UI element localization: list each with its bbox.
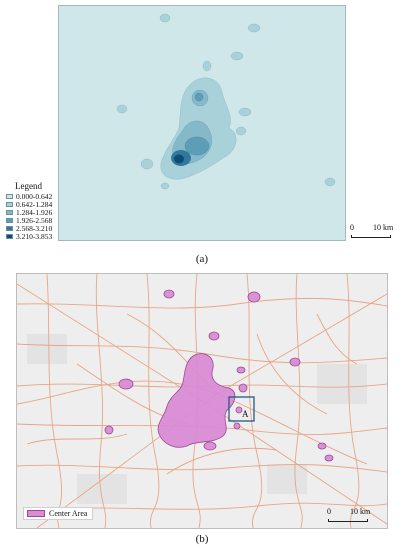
- scale-start-label: 0: [350, 223, 354, 232]
- legend-swatch: [6, 193, 13, 199]
- density-zone: [160, 182, 170, 190]
- legend-swatch: [6, 201, 13, 207]
- center-area: [163, 289, 175, 299]
- density-zone: [324, 177, 336, 187]
- legend-item: 1.926-2.568: [6, 215, 53, 225]
- center-area: [235, 406, 243, 414]
- center-area: [118, 378, 134, 390]
- figure-caption-a: (a): [195, 253, 209, 265]
- scale-end-label: 10 km: [350, 507, 371, 516]
- legend-item: 3.210-3.853: [6, 231, 53, 241]
- center-area-main: [157, 353, 236, 448]
- density-zone: [247, 23, 261, 33]
- scale-end-label: 10 km: [373, 223, 394, 232]
- legend-label: 3.210-3.853: [16, 231, 53, 241]
- density-zone: [202, 60, 212, 72]
- scale-bar-line: [351, 235, 391, 238]
- center-area: [233, 422, 241, 430]
- scale-bar: 0 10 km: [350, 223, 394, 239]
- road: [166, 447, 278, 475]
- density-peak: [174, 154, 184, 164]
- legend-label: 2.568-3.210: [16, 223, 53, 233]
- legend-swatch: [6, 217, 13, 223]
- legend-item: 0.000-0.642: [6, 191, 53, 201]
- density-map: [58, 5, 346, 241]
- road: [26, 433, 128, 445]
- legend-swatch: [6, 225, 13, 231]
- road: [256, 333, 328, 415]
- center-area-legend: Center Area: [23, 507, 94, 520]
- road: [246, 273, 263, 529]
- road: [146, 273, 160, 529]
- scale-start-label: 0: [327, 507, 331, 516]
- center-area: [203, 441, 217, 451]
- road: [95, 273, 107, 529]
- road: [16, 343, 388, 364]
- density-zone: [159, 13, 171, 23]
- center-area-legend-label: Center Area: [49, 509, 88, 518]
- road: [36, 502, 388, 511]
- road-network: A: [16, 273, 388, 529]
- density-zone: [230, 51, 244, 61]
- center-area: [208, 331, 220, 341]
- basemap-block: [317, 364, 367, 404]
- scale-bar: 0 10 km: [327, 507, 371, 523]
- scale-bar-line: [328, 519, 368, 522]
- inset-box-a: [228, 396, 255, 422]
- center-area: [324, 454, 334, 462]
- inset-label: A: [242, 409, 249, 419]
- density-surface: [116, 13, 336, 190]
- legend-item: 2.568-3.210: [6, 223, 53, 233]
- legend-swatch: [6, 209, 13, 215]
- center-area: [238, 383, 248, 393]
- road: [46, 273, 63, 529]
- density-zone: [116, 104, 128, 114]
- legend-title: Legend: [15, 181, 42, 191]
- center-area: [247, 291, 261, 303]
- center-area: [289, 357, 301, 367]
- road: [16, 423, 388, 435]
- road: [16, 464, 388, 473]
- legend-item: 1.284-1.926: [6, 207, 53, 217]
- center-area-swatch: [27, 510, 45, 517]
- road: [346, 273, 360, 529]
- road: [16, 297, 388, 309]
- center-area: [317, 442, 327, 450]
- density-zone: [140, 158, 154, 170]
- legend-label: 1.284-1.926: [16, 207, 53, 217]
- road: [316, 313, 358, 365]
- legend-label: 1.926-2.568: [16, 215, 53, 225]
- road: [294, 273, 303, 529]
- center-area: [236, 366, 246, 374]
- center-area: [104, 425, 114, 435]
- legend-label: 0.642-1.284: [16, 199, 53, 209]
- center-area-map: A Center Area 0 10 km: [16, 273, 388, 529]
- density-zone: [235, 126, 247, 136]
- basemap-block: [27, 334, 67, 364]
- density-zone: [238, 107, 252, 117]
- legend-swatch: [6, 233, 13, 239]
- legend-item: 0.642-1.284: [6, 199, 53, 209]
- legend-label: 0.000-0.642: [16, 191, 53, 201]
- density-zone: [184, 136, 210, 156]
- density-legend: Legend 0.000-0.642 0.642-1.284 1.284-1.926…: [6, 181, 53, 241]
- density-zone: [194, 92, 204, 102]
- basemap-block: [267, 464, 307, 494]
- figure-caption-b: (b): [195, 533, 209, 545]
